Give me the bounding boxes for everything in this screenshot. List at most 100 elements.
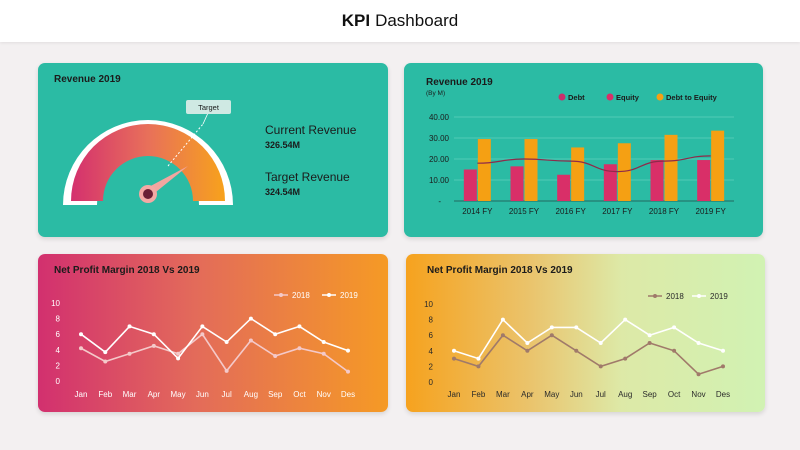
x-tick-label: 2016 FY — [556, 207, 587, 216]
x-tick-label: Des — [341, 390, 355, 399]
data-point-2018 — [224, 368, 229, 373]
x-tick-label: Jun — [196, 390, 209, 399]
bar-debt-to-equity — [617, 143, 631, 201]
data-point-2018 — [346, 369, 350, 374]
bar-debt-to-equity — [571, 147, 585, 201]
data-point-2018 — [647, 341, 652, 345]
data-point-2019 — [103, 350, 108, 355]
y-tick-label: 8 — [429, 316, 434, 325]
x-tick-label: Jul — [222, 390, 232, 399]
x-tick-label: May — [171, 390, 186, 399]
target-callout-line — [202, 112, 209, 125]
series-line-2018 — [80, 333, 349, 373]
data-point-2018 — [721, 364, 725, 369]
series-line-debt — [477, 155, 711, 173]
y-tick-label: 10 — [424, 300, 433, 309]
data-point-2018 — [696, 372, 701, 377]
x-tick-label: Aug — [244, 390, 258, 399]
x-tick-label: Sep — [268, 390, 283, 399]
data-point-2019 — [151, 332, 156, 337]
x-tick-label: Oct — [668, 390, 681, 399]
data-point-2019 — [721, 348, 725, 353]
data-point-2019 — [525, 341, 530, 345]
data-point-2019 — [647, 333, 652, 338]
target-revenue-label: Target Revenue — [265, 170, 350, 184]
data-point-2019 — [346, 348, 350, 353]
data-point-2019 — [127, 324, 132, 329]
target-label: Target — [198, 103, 220, 112]
bar-debt-to-equity — [524, 139, 538, 201]
legend-marker — [279, 293, 283, 297]
x-tick-label: Jan — [448, 390, 461, 399]
x-tick-label: Nov — [691, 390, 705, 399]
legend-marker — [653, 294, 657, 298]
x-tick-label: Feb — [472, 390, 486, 399]
series-line-2018 — [453, 334, 724, 376]
data-point-2018 — [200, 332, 205, 337]
data-point-2018 — [623, 356, 628, 361]
x-tick-label: Oct — [293, 390, 306, 399]
y-tick-label: 2 — [56, 361, 61, 370]
y-tick-label: 4 — [56, 346, 61, 355]
x-tick-label: Sep — [643, 390, 658, 399]
x-tick-label: Jun — [570, 390, 583, 399]
data-point-2018 — [452, 356, 456, 361]
x-tick-label: 2018 FY — [649, 207, 680, 216]
y-tick-label: 20.00 — [429, 155, 450, 164]
x-tick-label: Nov — [317, 390, 331, 399]
x-tick-label: Apr — [521, 390, 534, 399]
legend-label: 2018 — [666, 292, 684, 301]
npm-panel-2-title: Net Profit Margin 2018 Vs 2019 — [427, 265, 573, 276]
data-point-2018 — [176, 351, 181, 356]
npm-line-chart-1: 0 2 4 6 8 10 Jan Feb Mar Apr May Jun Jul Aug Sep Oct Nov… — [51, 291, 358, 399]
bar-debt-to-equity — [711, 130, 725, 201]
data-point-2019 — [452, 348, 456, 353]
y-tick-label: 40.00 — [429, 113, 450, 122]
data-point-2018 — [248, 338, 253, 343]
y-tick-label: 6 — [429, 331, 434, 340]
npm-panel-1-title: Net Profit Margin 2018 Vs 2019 — [54, 265, 200, 276]
legend-label: Equity — [616, 93, 640, 102]
data-point-2019 — [672, 325, 677, 330]
gauge-needle-center — [143, 189, 153, 199]
npm-line-chart-2: 0 2 4 6 8 10 Jan Feb Mar Apr May Jun Jul Aug Sep Oct Nov… — [424, 292, 730, 399]
legend-marker — [606, 93, 614, 101]
data-point-2019 — [79, 332, 83, 337]
data-point-2019 — [696, 341, 701, 345]
bar-debt-to-equity — [664, 134, 678, 201]
data-point-2019 — [224, 340, 229, 344]
legend-marker — [327, 293, 331, 297]
x-tick-label: Feb — [98, 390, 112, 399]
x-tick-label: Mar — [123, 390, 137, 399]
revenue-gauge-panel: Revenue 2019 Target Current Revenue 326.… — [38, 63, 388, 237]
x-tick-label: 2019 FY — [696, 207, 727, 216]
x-tick-label: Aug — [618, 390, 632, 399]
header-title-rest: Dashboard — [375, 11, 459, 30]
series-line-2019 — [80, 317, 349, 360]
y-tick-label: - — [438, 197, 441, 206]
x-tick-label: Mar — [496, 390, 510, 399]
y-tick-label: 0 — [429, 378, 434, 387]
y-tick-label: 30.00 — [429, 134, 450, 143]
data-point-2018 — [103, 359, 108, 364]
x-tick-label: Des — [716, 390, 730, 399]
revenue-bar-chart: - 10.00 20.00 30.00 40.00 2014 FY 2015 FY 2016 … — [429, 93, 734, 216]
bar-equity — [510, 166, 524, 201]
gauge-graphic: Target — [63, 100, 233, 205]
current-revenue-label: Current Revenue — [265, 123, 357, 137]
data-point-2018 — [672, 348, 677, 353]
data-point-2019 — [623, 317, 628, 322]
x-tick-label: Jan — [75, 390, 88, 399]
target-marker-line — [167, 123, 204, 167]
x-tick-label: May — [544, 390, 559, 399]
data-point-2018 — [525, 348, 530, 353]
y-tick-label: 10.00 — [429, 176, 450, 185]
bar-equity — [650, 160, 664, 201]
x-tick-label: Jul — [596, 390, 606, 399]
bar-panel-subtitle: (By M) — [426, 90, 446, 97]
data-point-2018 — [549, 333, 554, 338]
y-tick-label: 10 — [51, 299, 60, 308]
bar-equity — [557, 174, 571, 201]
revenue-bar-panel: Revenue 2019 (By M) - 10.00 20.00 30.00 40.0… — [404, 63, 763, 237]
target-revenue-value: 324.54M — [265, 187, 301, 197]
